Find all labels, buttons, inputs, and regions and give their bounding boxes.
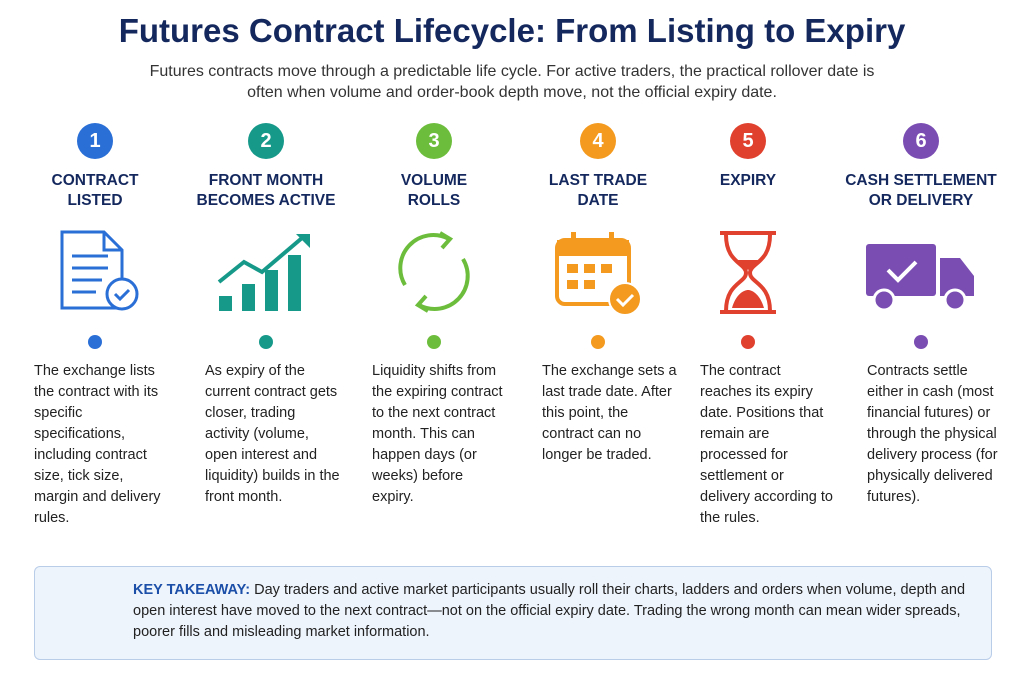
icon-hourglass <box>720 231 776 314</box>
step-title: CONTRACT <box>51 172 139 189</box>
icon-calendar <box>555 232 642 316</box>
step-text: The exchange lists the contract with its… <box>34 363 161 526</box>
timeline-dot <box>741 335 755 349</box>
takeaway: KEY TAKEAWAY: Day traders and active mar… <box>133 580 973 643</box>
step-title: OR DELIVERY <box>868 192 974 209</box>
step-text: Contracts settle either in cash (most fi… <box>867 363 998 505</box>
step-text: As expiry of the current contract gets c… <box>205 363 340 505</box>
step-number: 3 <box>416 123 452 159</box>
title: Futures Contract Lifecycle: From Listing… <box>118 12 906 49</box>
step-number: 6 <box>903 123 939 159</box>
step-title: DATE <box>577 192 619 209</box>
step-text: Liquidity shifts from the expiring contr… <box>372 363 503 505</box>
takeaway-label: KEY TAKEAWAY: <box>133 582 251 598</box>
icon-document <box>60 230 139 311</box>
timeline-dot <box>591 335 605 349</box>
step-title: LAST TRADE <box>548 172 648 189</box>
step-title: LISTED <box>67 192 123 209</box>
icon-chart <box>217 234 310 311</box>
step-title: VOLUME <box>400 172 468 189</box>
timeline-dot <box>259 335 273 349</box>
step-title: EXPIRY <box>719 172 777 189</box>
step-number: 1 <box>77 123 113 159</box>
subtitle: Futures contracts move through a predict… <box>149 63 875 101</box>
step-text: The exchange sets a last trade date. Aft… <box>542 363 677 463</box>
step-title: FRONT MONTH <box>208 172 324 189</box>
step-text: The contract reaches its expiry date. Po… <box>700 363 833 526</box>
step-number: 5 <box>730 123 766 159</box>
timeline-dot <box>88 335 102 349</box>
step-title: ROLLS <box>407 192 461 209</box>
step-title: BECOMES ACTIVE <box>196 192 336 209</box>
step-number: 2 <box>248 123 284 159</box>
takeaway-box <box>34 566 992 660</box>
step-number: 4 <box>580 123 616 159</box>
step-title: CASH SETTLEMENT <box>845 172 997 189</box>
timeline-dot <box>427 335 441 349</box>
icon-cycle <box>398 231 470 313</box>
icon-truck <box>866 244 974 312</box>
takeaway-text: Day traders and active market participan… <box>133 582 966 640</box>
timeline-dot <box>914 335 928 349</box>
